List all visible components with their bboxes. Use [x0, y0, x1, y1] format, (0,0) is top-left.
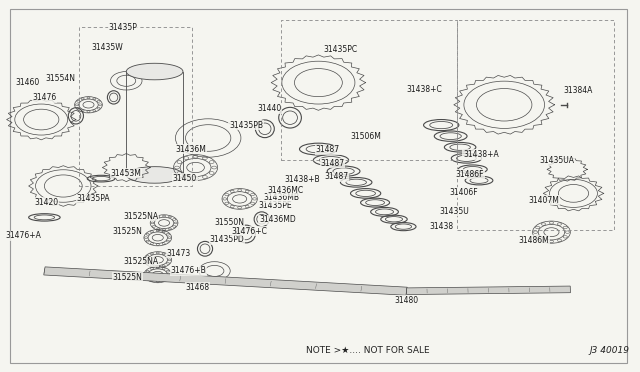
Text: 31435UA: 31435UA	[539, 156, 574, 166]
Polygon shape	[44, 267, 407, 295]
Text: 31438+C: 31438+C	[406, 85, 442, 94]
Text: 31438: 31438	[429, 222, 453, 231]
Text: 31435PA: 31435PA	[77, 195, 110, 203]
Text: 31554N: 31554N	[45, 74, 75, 83]
Text: 31436MD: 31436MD	[259, 215, 296, 224]
Text: 31468: 31468	[186, 283, 209, 292]
Text: 31435P: 31435P	[109, 23, 138, 32]
Text: 31435PE: 31435PE	[259, 201, 292, 210]
Text: 31525NA: 31525NA	[124, 257, 158, 266]
Polygon shape	[406, 286, 570, 295]
Text: 31435PC: 31435PC	[323, 45, 358, 54]
Text: 31435PB: 31435PB	[229, 121, 263, 129]
Text: 31506M: 31506M	[350, 132, 381, 141]
Text: 31440: 31440	[257, 104, 282, 113]
Text: 31436MC: 31436MC	[268, 186, 304, 195]
Text: 31473: 31473	[166, 249, 191, 258]
Text: 31525N: 31525N	[113, 273, 143, 282]
Text: 31525NA: 31525NA	[124, 212, 158, 221]
Ellipse shape	[126, 63, 183, 80]
Text: 31525N: 31525N	[113, 227, 143, 235]
Text: 31487: 31487	[320, 158, 344, 168]
Text: J3 40019: J3 40019	[589, 346, 629, 355]
Text: 31476+C: 31476+C	[231, 227, 267, 235]
Text: 31384A: 31384A	[563, 86, 593, 94]
Text: 31438+B: 31438+B	[284, 175, 320, 184]
Text: 31460: 31460	[15, 78, 40, 87]
Text: 31407M: 31407M	[529, 196, 559, 205]
Text: 31487: 31487	[324, 172, 348, 181]
Text: 31435PD: 31435PD	[210, 235, 244, 244]
Text: 31420: 31420	[34, 198, 58, 207]
Text: 31453M: 31453M	[111, 169, 141, 177]
Text: 31436MB: 31436MB	[264, 193, 300, 202]
Text: 31438+A: 31438+A	[463, 150, 499, 159]
Text: 31435U: 31435U	[439, 206, 468, 216]
Text: 31435W: 31435W	[92, 43, 124, 52]
Text: 31436M: 31436M	[176, 145, 207, 154]
Text: 31476+B: 31476+B	[171, 266, 207, 275]
Text: 31486F: 31486F	[455, 170, 484, 179]
Text: 31476+A: 31476+A	[6, 231, 42, 240]
Text: 31487: 31487	[316, 145, 340, 154]
Text: 31476: 31476	[32, 93, 56, 102]
Text: 31450: 31450	[173, 174, 197, 183]
Text: 31406F: 31406F	[449, 188, 477, 197]
Ellipse shape	[126, 167, 183, 183]
Text: NOTE >★.... NOT FOR SALE: NOTE >★.... NOT FOR SALE	[306, 346, 429, 355]
Text: 31480: 31480	[394, 296, 419, 305]
Text: 31486M: 31486M	[518, 236, 549, 245]
Text: 31550N: 31550N	[214, 218, 244, 227]
